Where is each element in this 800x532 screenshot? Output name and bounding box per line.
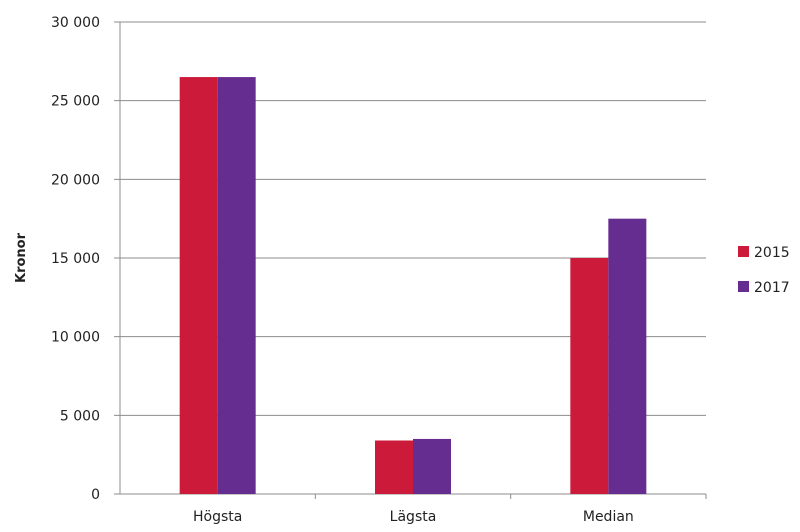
- x-category-label: Högsta: [193, 509, 242, 525]
- legend-swatch-2015: [738, 246, 749, 257]
- x-category-label: Median: [583, 509, 634, 525]
- y-tick-label: 20 000: [51, 172, 100, 188]
- bar-2017-2: [608, 218, 647, 494]
- y-tick-label: 10 000: [51, 330, 100, 346]
- bar-2017-0: [217, 77, 256, 495]
- labels: 0 5 000 10 000 15 000 20 000 25 000 30 000 Högs…: [51, 15, 634, 525]
- bar-2015-0: [179, 77, 218, 495]
- bar-2017-1: [413, 438, 451, 494]
- y-tick-label: 30 000: [51, 15, 100, 31]
- legend: 2015 2017: [738, 245, 790, 296]
- legend-label-2017: 2017: [754, 280, 790, 296]
- y-tick-label: 15 000: [51, 251, 100, 267]
- x-category-label: Lägsta: [390, 509, 437, 525]
- bars: [179, 77, 647, 495]
- bar-2015-1: [375, 440, 413, 494]
- y-tick-label: 25 000: [51, 94, 100, 110]
- y-tick-label: 0: [91, 487, 100, 503]
- legend-label-2015: 2015: [754, 245, 790, 261]
- y-axis-title: Kronor: [14, 232, 29, 283]
- legend-swatch-2017: [738, 281, 749, 292]
- y-tick-label: 5 000: [60, 408, 100, 424]
- bar-2015-2: [570, 258, 609, 494]
